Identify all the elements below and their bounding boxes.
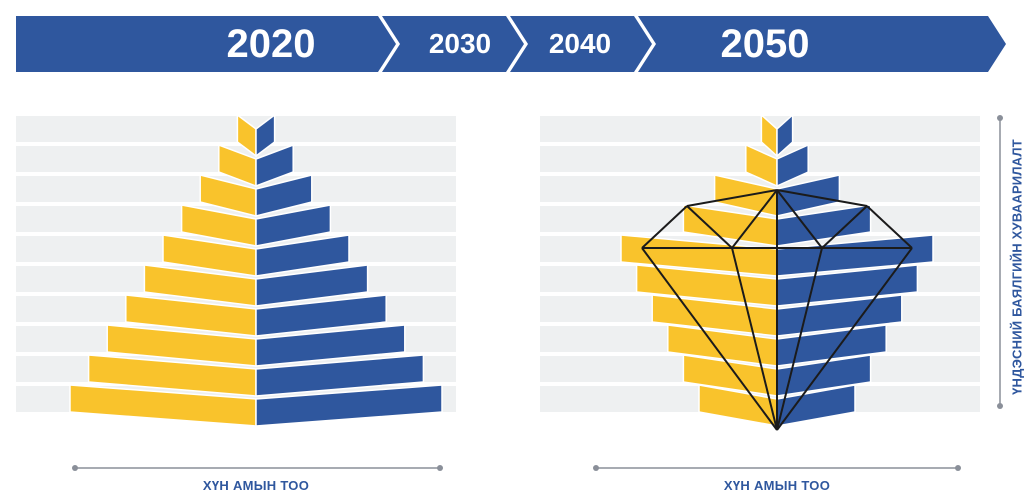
pyramid-2020-bar-right	[255, 234, 350, 277]
pyramid-2020-bar-right	[255, 384, 443, 427]
pyramid-2020-bar-right	[255, 143, 294, 188]
year-2040-label: 2040	[548, 28, 612, 59]
left-axis-dot-end	[437, 465, 443, 471]
left-axis-dot-start	[72, 465, 78, 471]
pyramid-2020-bar-right	[255, 264, 369, 307]
diamond-icon	[641, 189, 913, 431]
year-2050-label: 2050	[720, 22, 810, 66]
grid-stripe-right	[540, 116, 980, 142]
year-2030-label: 2030	[428, 28, 492, 59]
side-axis-label: ҮНДЭСНИЙ БАЯЛГИЙН ХУВААРИЛАЛТ	[1009, 139, 1025, 395]
pyramid-2020-bar-right	[255, 354, 425, 397]
right-axis-dot-start	[593, 465, 599, 471]
left-axis-label: ХҮН АМЫН ТОО	[202, 478, 310, 493]
timeline-banner	[16, 16, 1006, 72]
timeline-segment-2050	[638, 16, 1006, 72]
side-axis-dot-top	[997, 115, 1003, 121]
grid-stripe-left	[16, 116, 456, 142]
right-axis-label: ХҮН АМЫН ТОО	[723, 478, 831, 493]
timeline-segment-2040	[510, 16, 652, 72]
timeline-segment-2030	[382, 16, 524, 72]
pyramid-2020-bar-right	[255, 174, 313, 217]
side-axis-dot-bottom	[997, 403, 1003, 409]
pyramid-2050-bar-right	[776, 113, 794, 158]
timeline-segment-2020	[16, 16, 396, 72]
pyramid-2020-bar-right	[255, 324, 406, 367]
pyramid-2050-bar-right	[776, 143, 809, 188]
year-2020-label: 2020	[226, 22, 316, 66]
pyramid-2020-bar-right	[255, 294, 387, 337]
pyramid-2020-bar-right	[255, 113, 276, 158]
pyramid-2020-bar-right	[255, 204, 332, 247]
right-axis-dot-end	[955, 465, 961, 471]
